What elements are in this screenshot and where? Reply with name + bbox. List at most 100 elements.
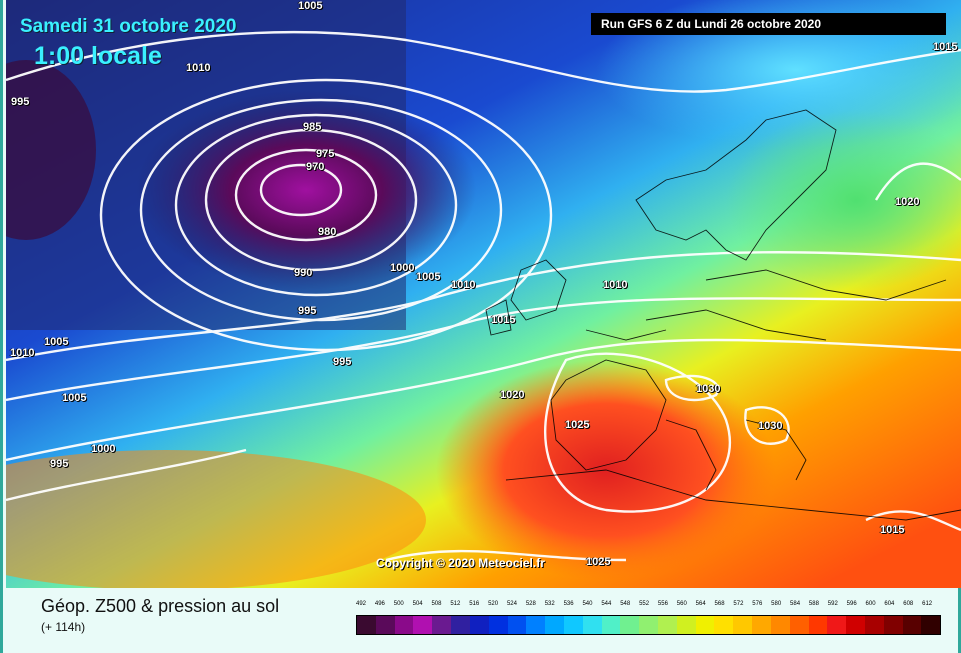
scale-labels: 492 496 500 504 508 512 516 520 524 528 532 536 540 5… (356, 601, 941, 613)
pressure-label: 995 (333, 356, 352, 368)
geopotential-field (6, 0, 961, 588)
scale-swatch (601, 616, 621, 634)
scale-label: 612 (922, 601, 933, 607)
scale-swatch (545, 616, 564, 634)
pressure-label: 995 (11, 96, 30, 108)
copyright-notice: Copyright © 2020 Meteociel.fr (376, 556, 545, 570)
scale-label: 516 (469, 601, 480, 607)
scale-swatch (902, 616, 922, 634)
pressure-label: 1015 (491, 314, 516, 326)
scale-swatch (921, 616, 941, 634)
scale-swatch (451, 616, 470, 634)
scale-swatch (695, 616, 715, 634)
scale-swatch (507, 616, 527, 634)
pressure-label: 1005 (62, 392, 87, 404)
scale-label: 568 (714, 601, 725, 607)
pressure-label: 995 (50, 458, 69, 470)
pressure-label: 1030 (696, 383, 721, 395)
scale-label: 560 (676, 601, 687, 607)
pressure-label: 1030 (758, 420, 783, 432)
scale-label: 528 (525, 601, 536, 607)
pressure-label: 1000 (91, 443, 116, 455)
pressure-label: 1010 (603, 279, 628, 291)
chart-title: Géop. Z500 & pression au sol (41, 596, 280, 616)
scale-label: 608 (903, 601, 914, 607)
scale-swatch (846, 616, 865, 634)
scale-swatch (413, 616, 433, 634)
scale-label: 532 (544, 601, 555, 607)
pressure-label: 1005 (416, 271, 441, 283)
pressure-label: 1005 (44, 336, 69, 348)
scale-swatch (639, 616, 658, 634)
pressure-label: 970 (306, 161, 325, 173)
pressure-label: 1010 (186, 62, 211, 74)
scale-swatch (526, 616, 546, 634)
pressure-label: 1025 (586, 556, 611, 568)
scale-swatch (658, 616, 677, 634)
pressure-label: 980 (318, 226, 337, 238)
pressure-label: 1000 (390, 262, 415, 274)
pressure-label: 1025 (565, 419, 590, 431)
scale-swatch (620, 616, 640, 634)
scale-label: 492 (356, 601, 367, 607)
scale-label: 508 (431, 601, 442, 607)
scale-label: 600 (865, 601, 876, 607)
scale-label: 576 (752, 601, 763, 607)
color-scale-legend: 492 496 500 504 508 512 516 520 524 528 532 536 540 5… (356, 601, 941, 635)
scale-swatch (563, 616, 583, 634)
forecast-time: 1:00 locale (34, 42, 162, 70)
scale-bar (356, 615, 941, 635)
scale-label: 588 (808, 601, 819, 607)
scale-swatch (394, 616, 414, 634)
scale-label: 564 (695, 601, 706, 607)
scale-label: 572 (733, 601, 744, 607)
scale-swatch (827, 616, 847, 634)
pressure-label: 995 (298, 305, 317, 317)
scale-label: 584 (790, 601, 801, 607)
scale-swatch (789, 616, 809, 634)
scale-swatch (432, 616, 452, 634)
scale-swatch (676, 616, 696, 634)
scale-label: 592 (827, 601, 838, 607)
pressure-label: 985 (303, 121, 322, 133)
weather-map: Samedi 31 octobre 2020 1:00 locale Run G… (6, 0, 961, 588)
forecast-date: Samedi 31 octobre 2020 (20, 16, 237, 37)
forecast-offset: (+ 114h) (41, 620, 86, 634)
scale-label: 520 (488, 601, 499, 607)
pressure-label: 1010 (10, 347, 35, 359)
scale-swatch (770, 616, 790, 634)
scale-label: 540 (582, 601, 593, 607)
scale-label: 556 (657, 601, 668, 607)
scale-label: 504 (412, 601, 423, 607)
scale-swatch (582, 616, 602, 634)
pressure-label: 990 (294, 267, 313, 279)
scale-swatch (733, 616, 753, 634)
pressure-label: 1015 (933, 41, 958, 53)
scale-label: 548 (620, 601, 631, 607)
scale-label: 580 (771, 601, 782, 607)
scale-swatch (488, 616, 508, 634)
pressure-label: 1020 (895, 196, 920, 208)
pressure-label: 1005 (298, 0, 323, 12)
scale-swatch (864, 616, 884, 634)
scale-label: 544 (601, 601, 612, 607)
pressure-label: 1015 (880, 524, 905, 536)
scale-swatch (357, 616, 376, 634)
pressure-label: 975 (316, 148, 335, 160)
scale-label: 496 (374, 601, 385, 607)
scale-swatch (714, 616, 734, 634)
scale-swatch (883, 616, 903, 634)
pressure-label: 1010 (451, 279, 476, 291)
scale-swatch (808, 616, 828, 634)
scale-swatch (469, 616, 489, 634)
scale-label: 500 (393, 601, 404, 607)
run-label: Run GFS 6 Z du Lundi 26 octobre 2020 (591, 13, 946, 35)
scale-label: 536 (563, 601, 574, 607)
pressure-label: 1020 (500, 389, 525, 401)
scale-label: 604 (884, 601, 895, 607)
scale-swatch (375, 616, 395, 634)
scale-label: 552 (639, 601, 650, 607)
scale-label: 512 (450, 601, 461, 607)
scale-label: 524 (506, 601, 517, 607)
